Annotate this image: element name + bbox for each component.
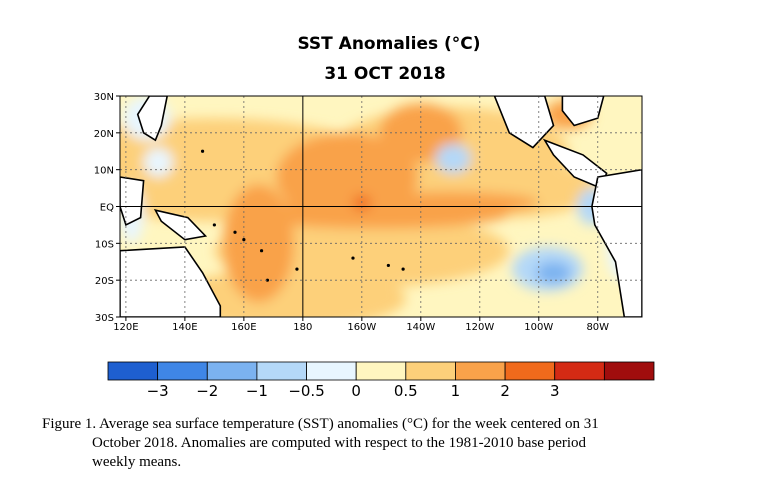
colorbar-swatch [455, 361, 506, 381]
anomaly-blob [320, 132, 380, 178]
colorbar-swatch [405, 361, 456, 381]
caption-line-2: October 2018. Anomalies are computed wit… [92, 435, 587, 451]
anomaly-blob [435, 143, 471, 174]
x-tick-label: 120W [465, 322, 494, 333]
land-shape [561, 96, 605, 127]
colorbar-label: 0 [351, 382, 361, 400]
anomaly-blob [535, 261, 572, 284]
colorbar-label: −3 [147, 382, 169, 400]
colorbar-swatch [107, 361, 159, 381]
x-tick-label: 80W [586, 322, 609, 333]
colorbar-swatch [157, 361, 208, 381]
y-tick-label: 10N [94, 166, 114, 177]
anomaly-blob [170, 269, 407, 317]
colorbar-label: 3 [550, 382, 560, 400]
y-axis: 30N 20N 10N EQ 10S 20S 30S [94, 92, 120, 324]
colorbar-label: −2 [196, 382, 218, 400]
y-tick-label: EQ [100, 203, 114, 214]
colorbar-swatch [603, 361, 655, 381]
y-tick-label: 30N [94, 92, 114, 103]
island-marker [351, 256, 355, 260]
colorbar-swatch [206, 361, 258, 381]
land-shape [136, 96, 169, 142]
chart-subtitle: 31 OCT 2018 [324, 64, 446, 84]
y-tick-label: 30S [95, 313, 114, 324]
land-shape [153, 209, 208, 241]
island-marker [233, 230, 237, 234]
colorbar-swatch [554, 361, 605, 381]
island-marker [259, 249, 264, 253]
island-marker [200, 149, 205, 153]
land-shape [493, 96, 555, 149]
island-marker [401, 267, 405, 271]
colorbar-swatch [306, 361, 357, 381]
x-tick-label: 160W [347, 322, 376, 333]
x-tick-label: 120E [113, 322, 138, 333]
caption-line-1: Figure 1. Average sea surface temperatur… [42, 416, 599, 432]
x-tick-label: 160E [231, 322, 256, 333]
island-marker [242, 238, 246, 242]
x-axis: 120E 140E 160E 180 160W 140W 120W 100W 80W [113, 317, 609, 333]
colorbar-label: 0.5 [394, 382, 418, 400]
y-tick-label: 20S [95, 276, 114, 287]
x-tick-label: 100W [524, 322, 553, 333]
island-marker [295, 267, 299, 271]
x-tick-label: 180 [293, 322, 312, 333]
colorbar-label: −0.5 [288, 382, 324, 400]
colorbar-label: 1 [451, 382, 461, 400]
caption-line-3: weekly means. [92, 454, 182, 470]
x-tick-label: 140W [406, 322, 435, 333]
chart-title: SST Anomalies (°C) [297, 34, 481, 54]
x-tick-label: 140E [172, 322, 197, 333]
y-tick-label: 20N [94, 129, 114, 140]
figure-caption: Figure 1. Average sea surface temperatur… [42, 415, 732, 472]
colorbar-swatch [504, 361, 556, 381]
island-marker [386, 263, 390, 268]
island-marker [265, 278, 270, 282]
colorbar-label: −1 [246, 382, 268, 400]
y-tick-label: 10S [95, 239, 114, 250]
island-marker [212, 223, 216, 227]
colorbar-swatch [355, 361, 407, 381]
colorbar-label: 2 [500, 382, 510, 400]
colorbar-swatch [256, 361, 307, 381]
